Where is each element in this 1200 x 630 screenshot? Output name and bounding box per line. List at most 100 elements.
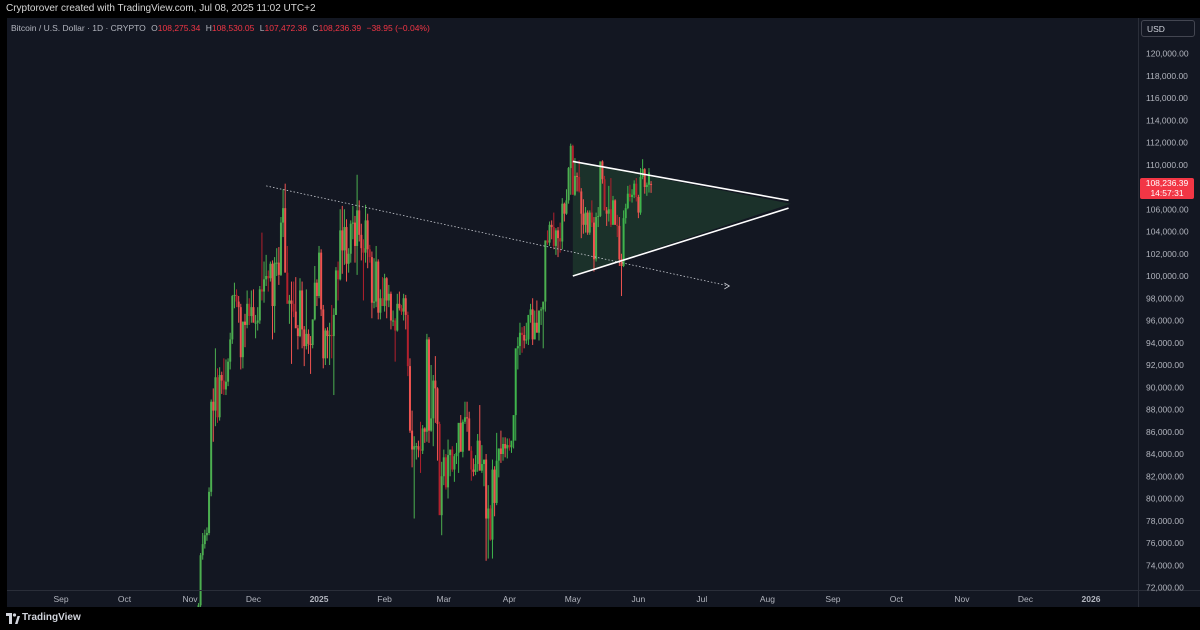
candle-body — [248, 303, 251, 317]
chart-frame — [7, 18, 1200, 607]
candle-body — [544, 240, 547, 302]
price-scale[interactable]: 72,000.00 74,000.00 76,000.00 78,000.00 80,0… — [1146, 49, 1189, 593]
candle-body — [542, 301, 545, 310]
candle-body — [504, 443, 507, 449]
x-tick-label: Nov — [954, 594, 970, 604]
candle-body — [618, 225, 621, 260]
candle-body — [580, 191, 583, 214]
candle-body — [311, 319, 314, 345]
candle-body — [324, 330, 327, 359]
candle-body — [286, 272, 289, 304]
candle-body — [557, 230, 560, 239]
triangle-zone — [572, 161, 791, 276]
candle-body — [315, 282, 318, 297]
open-label: O — [151, 23, 158, 33]
x-tick-label: Dec — [246, 594, 262, 604]
candle-body — [493, 469, 496, 503]
candle-body — [353, 222, 356, 246]
candle-body — [235, 294, 238, 302]
candle-body — [525, 339, 528, 341]
candle-body — [590, 212, 593, 223]
currency-selector[interactable]: USD — [1141, 20, 1195, 37]
candle-body — [482, 459, 485, 465]
x-tick-label: Dec — [1018, 594, 1034, 604]
x-tick-label: Sep — [825, 594, 840, 604]
candle-body — [592, 222, 595, 260]
candle-body — [263, 279, 266, 292]
close-label: C — [312, 23, 319, 33]
candle-body — [233, 294, 236, 297]
candle-body — [624, 208, 627, 219]
candle-body — [567, 168, 570, 201]
candle-body — [271, 263, 274, 307]
candle-body — [413, 446, 416, 450]
y-tick-label: 98,000.00 — [1146, 293, 1184, 303]
candle-body — [647, 172, 650, 185]
y-tick-label: 100,000.00 — [1146, 271, 1189, 281]
candle-body — [368, 249, 371, 258]
candle-body — [267, 276, 270, 279]
candle-body — [449, 449, 452, 456]
y-tick-label: 120,000.00 — [1146, 49, 1189, 59]
candle-body — [394, 320, 397, 331]
candle-body — [510, 440, 513, 448]
y-tick-label: 94,000.00 — [1146, 338, 1184, 348]
candle-body — [250, 307, 253, 317]
candle-body — [533, 322, 536, 340]
candle-body — [468, 418, 471, 451]
candle-body — [540, 309, 543, 311]
candle-body — [309, 343, 312, 345]
candle-body — [258, 289, 261, 321]
candle-body — [453, 456, 456, 470]
candle-body — [373, 301, 376, 303]
x-tick-label: Sep — [53, 594, 68, 604]
close-value: 108,236.39 — [318, 23, 362, 33]
candle-body — [370, 257, 373, 303]
candle-body — [301, 290, 304, 330]
candle-body — [527, 314, 530, 340]
candle-body — [432, 380, 435, 419]
time-scale[interactable]: Sep Oct Nov Dec 2025 Feb Mar Apr May Jun Jul Aug Sep… — [53, 594, 1100, 604]
footer-bar: TradingView — [0, 607, 1200, 630]
candle-body — [203, 535, 206, 545]
candle-body — [389, 293, 392, 321]
y-tick-label: 86,000.00 — [1146, 427, 1184, 437]
candle-body — [512, 415, 515, 441]
candle-body — [578, 176, 581, 192]
candle-body — [305, 333, 308, 347]
candle-body — [476, 440, 479, 465]
candle-body — [326, 330, 329, 337]
trendlines — [266, 160, 789, 290]
tradingview-logo-icon — [6, 613, 20, 624]
candle-body — [444, 457, 447, 488]
candle-body — [423, 428, 426, 432]
candle-body — [516, 346, 519, 349]
candle-body — [222, 380, 225, 390]
candle-body — [643, 169, 646, 187]
y-tick-label: 114,000.00 — [1146, 115, 1188, 125]
candle-body — [277, 262, 280, 275]
candle-body — [584, 212, 587, 225]
candle-body — [457, 422, 460, 453]
candle-body — [597, 215, 600, 218]
candle-body — [563, 203, 566, 214]
candle-body — [298, 290, 301, 337]
candle-body — [417, 446, 420, 450]
candle-body — [508, 445, 511, 448]
candle-body — [463, 417, 466, 422]
candle-body — [421, 428, 424, 451]
candle-body — [588, 212, 591, 233]
candle-body — [307, 333, 310, 344]
candle-body — [332, 314, 335, 337]
candle-body — [466, 417, 469, 419]
candle-body — [337, 270, 340, 280]
candle-body — [328, 334, 331, 337]
candle-body — [199, 555, 202, 606]
candle-body — [415, 446, 418, 448]
x-tick-label: Nov — [182, 594, 198, 604]
candle-body — [546, 240, 549, 243]
high-value: 108,530.05 — [211, 23, 255, 33]
y-tick-label: 104,000.00 — [1146, 227, 1189, 237]
candle-body — [419, 449, 422, 451]
